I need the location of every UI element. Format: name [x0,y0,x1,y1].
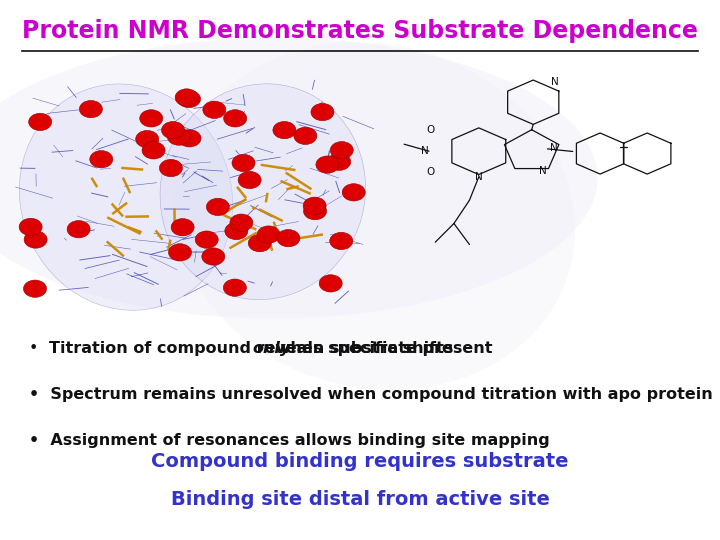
Text: N: N [549,143,557,153]
Circle shape [67,220,90,238]
Circle shape [273,122,296,139]
Circle shape [330,141,354,159]
Circle shape [24,280,47,298]
Circle shape [223,279,246,296]
Circle shape [303,197,326,214]
Text: O: O [426,167,435,177]
Circle shape [230,214,253,231]
Text: N: N [475,172,482,182]
Circle shape [168,244,192,261]
Circle shape [202,248,225,265]
Text: Protein NMR Demonstrates Substrate Dependence: Protein NMR Demonstrates Substrate Depen… [22,19,698,43]
Circle shape [257,226,280,243]
Circle shape [304,202,327,220]
Circle shape [319,275,342,292]
Ellipse shape [19,84,233,310]
Circle shape [316,156,339,173]
Circle shape [140,110,163,127]
Circle shape [19,218,42,235]
Text: O: O [426,125,435,135]
Circle shape [276,230,300,247]
Circle shape [171,219,194,236]
Circle shape [238,171,261,188]
Circle shape [161,122,184,139]
Circle shape [203,101,226,118]
Circle shape [79,100,102,118]
Circle shape [248,234,271,252]
Circle shape [90,151,113,168]
Circle shape [224,110,247,127]
Circle shape [159,159,182,177]
Circle shape [311,104,334,121]
Circle shape [175,89,198,106]
Circle shape [195,231,218,248]
Text: N: N [421,146,429,156]
Circle shape [178,90,201,107]
Circle shape [178,130,201,147]
Text: Binding site distal from active site: Binding site distal from active site [171,490,549,509]
Circle shape [142,141,165,159]
Circle shape [232,154,255,172]
Circle shape [342,184,365,201]
Text: •  Spectrum remains unresolved when compound titration with apo protein: • Spectrum remains unresolved when compo… [29,387,713,402]
Ellipse shape [174,42,575,390]
Text: •  Assignment of resonances allows binding site mapping: • Assignment of resonances allows bindin… [29,433,549,448]
Ellipse shape [160,84,366,300]
Circle shape [330,232,353,249]
Text: •: • [29,341,38,356]
Text: when substrate present: when substrate present [271,341,493,356]
Circle shape [135,131,158,148]
Ellipse shape [0,38,598,319]
Circle shape [24,231,47,248]
Text: only: only [253,341,291,356]
Circle shape [207,198,230,215]
Text: Compound binding requires substrate: Compound binding requires substrate [151,452,569,471]
Text: N: N [551,77,559,87]
Circle shape [167,128,190,145]
Text: Titration of compound reveals specific shifts: Titration of compound reveals specific s… [49,341,459,356]
Circle shape [294,127,317,145]
Circle shape [29,113,52,131]
Text: N: N [539,166,546,176]
Circle shape [225,222,248,240]
Circle shape [328,153,351,171]
